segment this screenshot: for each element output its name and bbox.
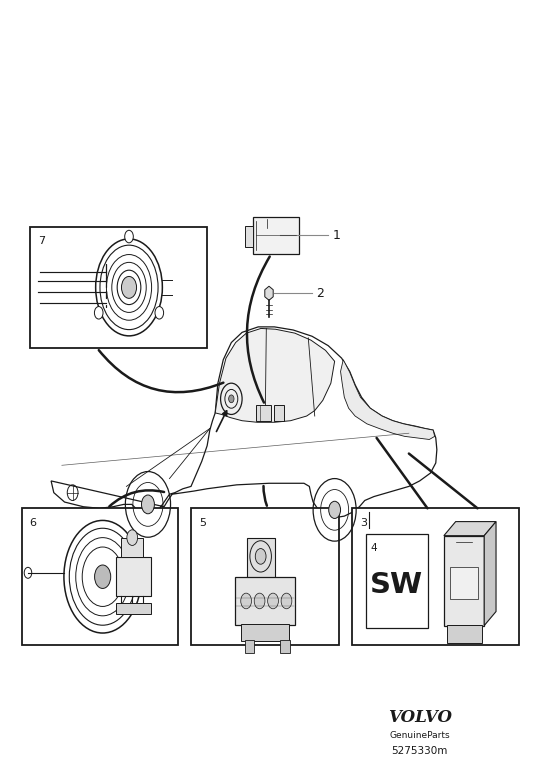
- Text: GenuineParts: GenuineParts: [390, 730, 450, 740]
- Circle shape: [127, 530, 138, 546]
- Circle shape: [281, 593, 292, 608]
- Bar: [247, 538, 275, 578]
- Bar: [444, 536, 484, 626]
- Text: 2: 2: [316, 287, 324, 300]
- Bar: [280, 640, 289, 652]
- Bar: [191, 508, 339, 645]
- Circle shape: [267, 593, 279, 608]
- Circle shape: [255, 549, 266, 564]
- Text: 3: 3: [360, 518, 367, 528]
- Polygon shape: [265, 286, 273, 300]
- Polygon shape: [341, 360, 435, 439]
- Polygon shape: [484, 522, 496, 626]
- Circle shape: [95, 565, 111, 589]
- Bar: [244, 640, 254, 652]
- Bar: [116, 604, 151, 615]
- Bar: [236, 577, 295, 626]
- Text: 6: 6: [30, 518, 37, 528]
- Bar: [256, 405, 271, 421]
- Circle shape: [241, 593, 252, 608]
- Bar: [245, 226, 253, 246]
- Text: 5: 5: [199, 518, 206, 528]
- Bar: [253, 217, 299, 254]
- Polygon shape: [444, 522, 496, 536]
- Circle shape: [229, 395, 234, 403]
- Bar: [366, 534, 428, 628]
- Circle shape: [254, 593, 265, 608]
- Text: VOLVO: VOLVO: [388, 709, 451, 726]
- Circle shape: [329, 501, 341, 518]
- Text: 4: 4: [370, 543, 377, 554]
- Text: 7: 7: [38, 236, 45, 246]
- Bar: [352, 508, 519, 645]
- Polygon shape: [51, 327, 437, 518]
- Text: 5275330m: 5275330m: [392, 746, 448, 755]
- Bar: [274, 405, 284, 421]
- Bar: [116, 557, 151, 596]
- Bar: [122, 538, 143, 557]
- Circle shape: [141, 495, 154, 514]
- Circle shape: [155, 307, 164, 319]
- Bar: [240, 624, 289, 641]
- Circle shape: [125, 230, 133, 242]
- Bar: [22, 508, 178, 645]
- Text: 1: 1: [332, 229, 341, 242]
- Circle shape: [95, 307, 103, 319]
- Bar: [450, 567, 478, 599]
- Bar: [447, 625, 482, 643]
- Circle shape: [122, 276, 137, 298]
- Polygon shape: [215, 328, 335, 422]
- Bar: [30, 227, 207, 348]
- Text: SW: SW: [370, 571, 423, 599]
